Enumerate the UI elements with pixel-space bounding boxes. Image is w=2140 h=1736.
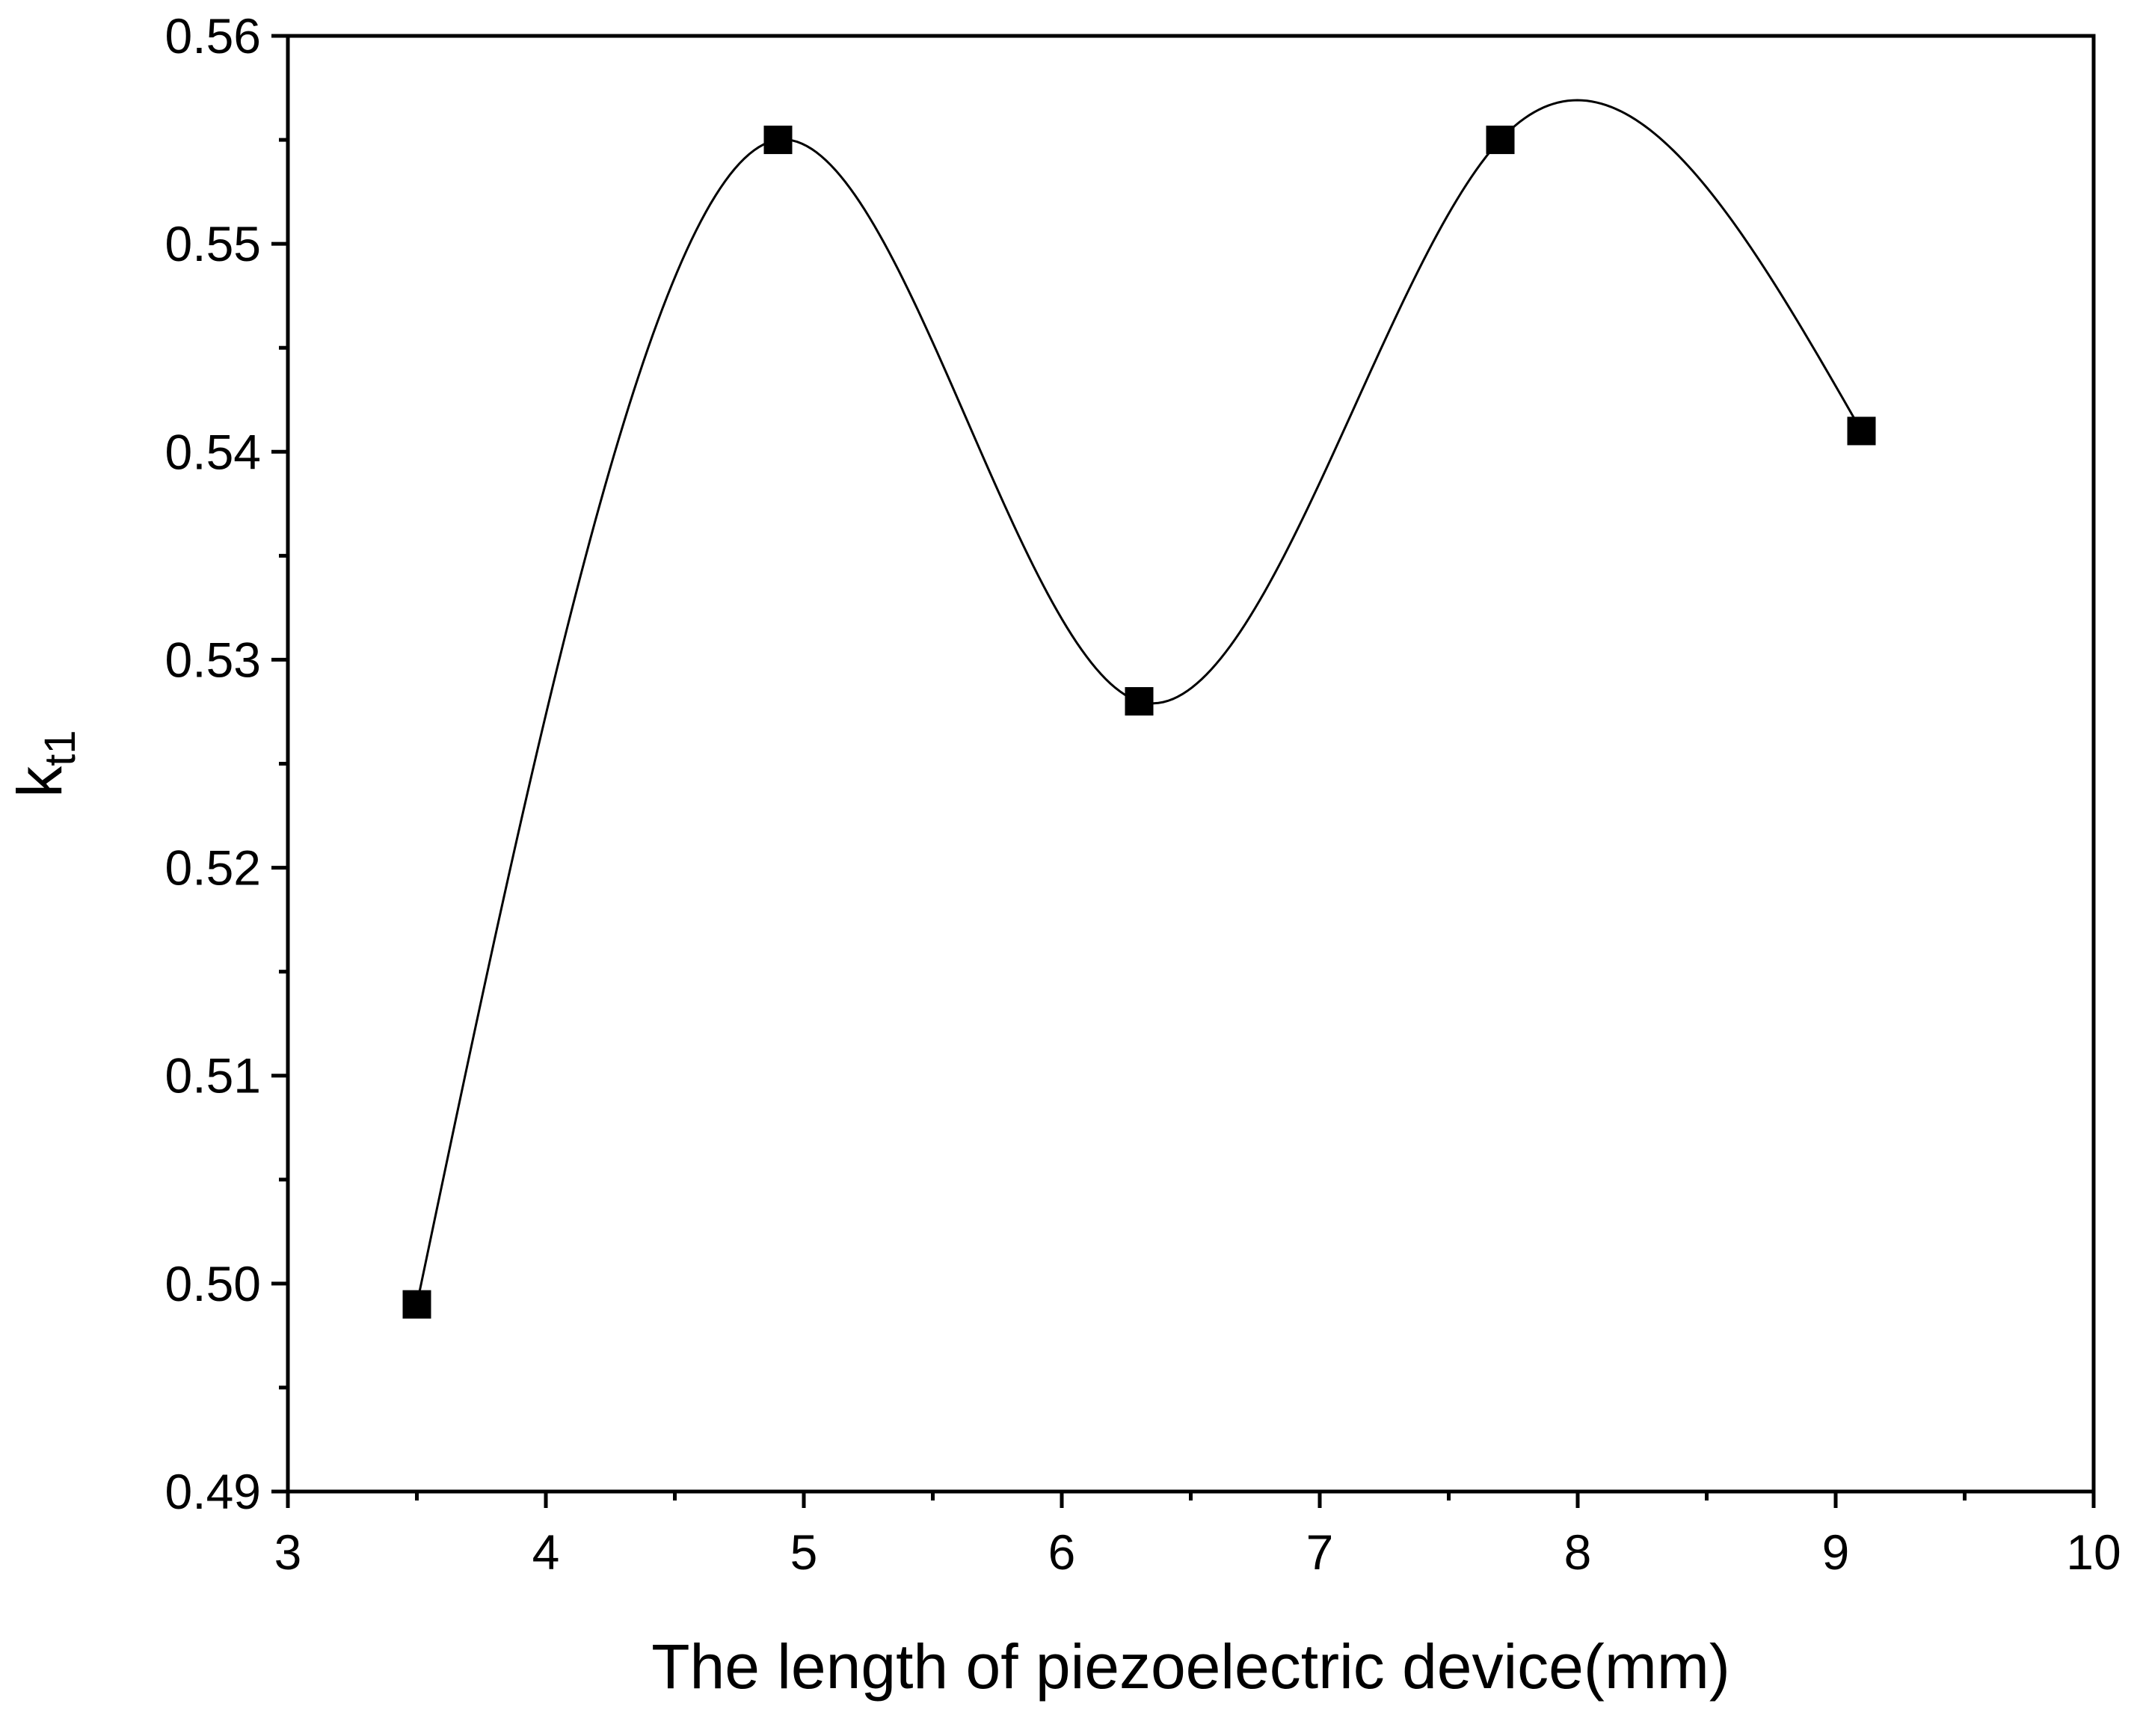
y-tick-label: 0.55 bbox=[165, 216, 261, 271]
y-tick-label: 0.51 bbox=[165, 1048, 261, 1104]
y-tick-label: 0.53 bbox=[165, 632, 261, 687]
x-tick-label: 5 bbox=[790, 1524, 818, 1580]
y-axis-title-subscript: t1 bbox=[36, 730, 84, 766]
data-point-marker bbox=[1847, 416, 1876, 446]
x-tick-label: 3 bbox=[274, 1524, 302, 1580]
data-point-marker bbox=[1486, 126, 1515, 155]
y-tick-label: 0.54 bbox=[165, 424, 261, 479]
x-tick-label: 10 bbox=[2066, 1524, 2121, 1580]
data-point-marker bbox=[763, 126, 793, 155]
marker-layer bbox=[402, 126, 1876, 1319]
y-tick-label: 0.56 bbox=[165, 8, 261, 64]
x-tick-label: 8 bbox=[1564, 1524, 1592, 1580]
y-axis-title-main: k bbox=[4, 766, 75, 798]
x-axis-title: The length of piezoelectric device(mm) bbox=[651, 1631, 1730, 1702]
data-point-marker bbox=[1125, 687, 1154, 716]
x-tick-label: 4 bbox=[532, 1524, 560, 1580]
data-point-marker bbox=[402, 1290, 431, 1319]
ticks-layer: 3 4 5 6 7 8 9 10 0.49 0.50 0.51 0.52 0.53 0.54 0.55 0.5… bbox=[165, 8, 2121, 1580]
y-tick-label: 0.49 bbox=[165, 1464, 261, 1519]
y-tick-label: 0.50 bbox=[165, 1256, 261, 1311]
plot-frame bbox=[286, 34, 2096, 1494]
x-tick-label: 6 bbox=[1048, 1524, 1076, 1580]
x-tick-label: 9 bbox=[1822, 1524, 1850, 1580]
y-axis-title: kt1 bbox=[4, 730, 84, 797]
x-tick-label: 7 bbox=[1306, 1524, 1334, 1580]
y-tick-label: 0.52 bbox=[165, 840, 261, 896]
